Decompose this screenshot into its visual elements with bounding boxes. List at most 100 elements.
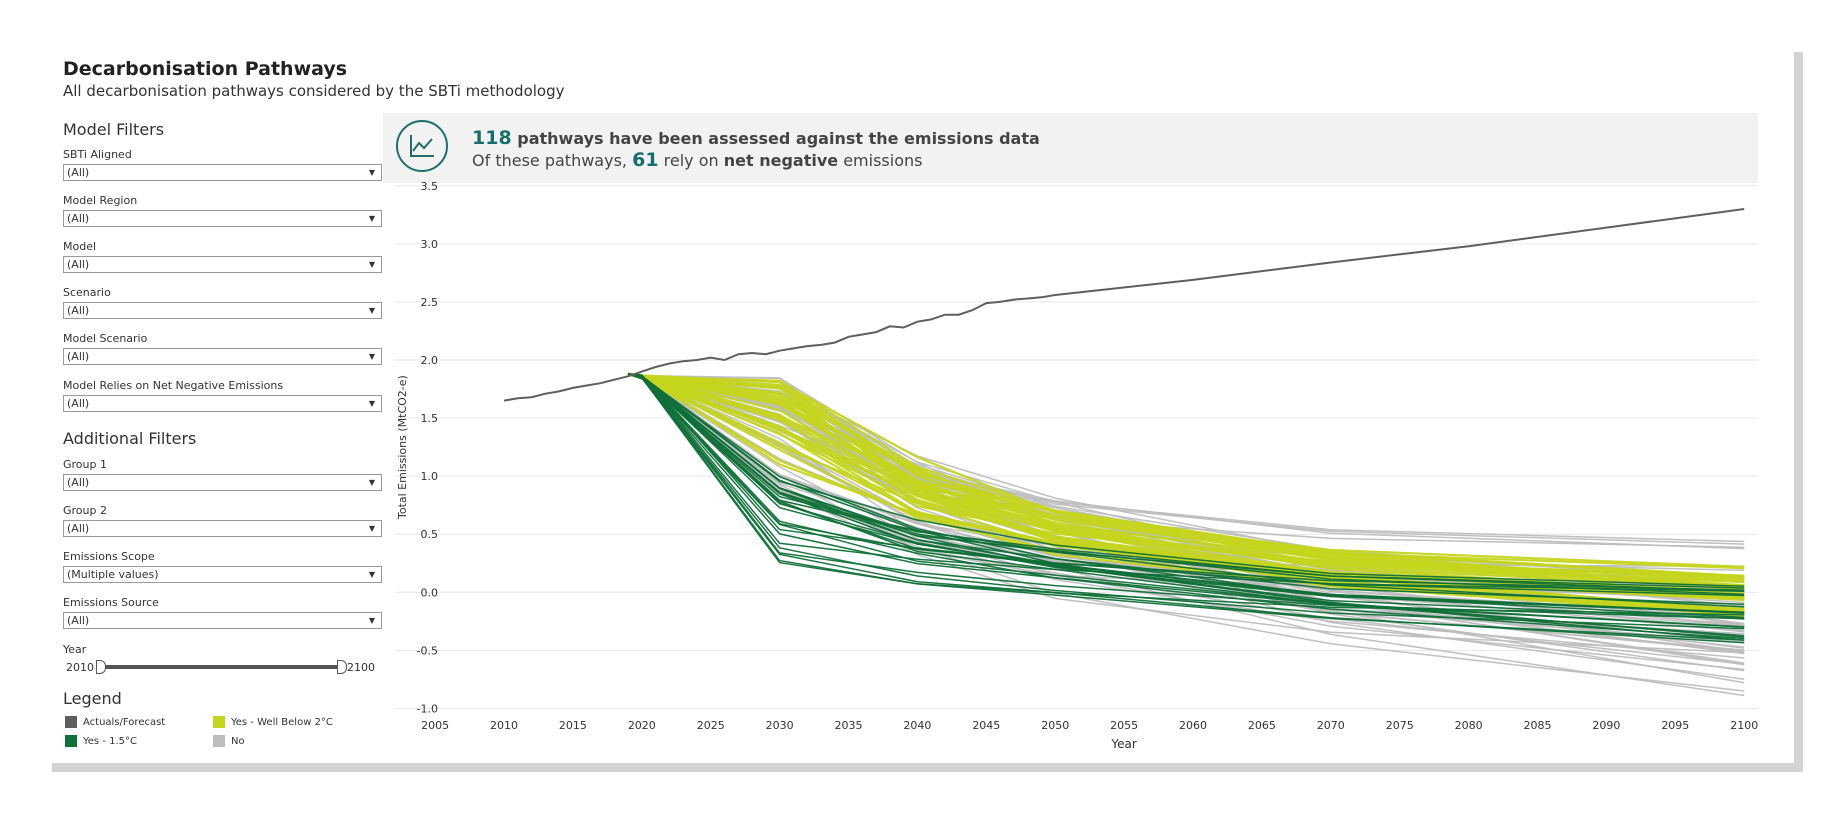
dropdown-arrow-icon: ▼ — [368, 214, 375, 223]
summary-emphasis: net negative — [723, 151, 839, 170]
panel-shadow — [1794, 52, 1803, 772]
x-tick-label: 2015 — [559, 719, 587, 732]
x-tick-label: 2075 — [1386, 719, 1414, 732]
y-tick-label: 2.0 — [421, 354, 439, 367]
filter-label-model-scenario: Model Scenario — [63, 332, 148, 345]
legend-swatch-actuals — [65, 716, 77, 728]
x-tick-label: 2010 — [490, 719, 518, 732]
legend-label-1-5c: Yes - 1.5°C — [83, 736, 137, 747]
group-2-select[interactable]: (All) ▼ — [63, 520, 382, 537]
emissions-scope-select[interactable]: (Multiple values) ▼ — [63, 566, 382, 583]
pathway-line[interactable] — [627, 373, 1745, 591]
select-value: (All) — [67, 522, 90, 535]
y-tick-label: -0.5 — [417, 644, 438, 657]
legend-label-no: No — [231, 736, 245, 747]
x-tick-label: 2035 — [835, 719, 863, 732]
select-value: (All) — [67, 614, 90, 627]
select-value: (All) — [67, 304, 90, 317]
legend-label-actuals: Actuals/Forecast — [83, 717, 166, 728]
y-tick-label: 0.5 — [421, 528, 439, 541]
model-select[interactable]: (All) ▼ — [63, 256, 382, 273]
filter-label-emissions-source: Emissions Source — [63, 596, 159, 609]
dropdown-arrow-icon: ▼ — [368, 399, 375, 408]
year-slider-track[interactable] — [98, 665, 344, 669]
legend-swatch-well-below-2c — [213, 716, 225, 728]
x-tick-label: 2065 — [1248, 719, 1276, 732]
x-tick-label: 2030 — [766, 719, 794, 732]
select-value: (All) — [67, 212, 90, 225]
x-tick-label: 2070 — [1317, 719, 1345, 732]
y-tick-label: 3.0 — [421, 238, 439, 251]
x-tick-label: 2045 — [972, 719, 1000, 732]
filter-label-group-1: Group 1 — [63, 458, 107, 471]
dropdown-arrow-icon: ▼ — [368, 352, 375, 361]
filter-label-sbti-aligned: SBTi Aligned — [63, 148, 132, 161]
x-tick-label: 2020 — [628, 719, 656, 732]
y-tick-label: 3.5 — [421, 180, 439, 193]
legend-label-well-below-2c: Yes - Well Below 2°C — [231, 717, 333, 728]
dropdown-arrow-icon: ▼ — [368, 168, 375, 177]
emissions-line-chart[interactable]: -1.0 -0.5 0.0 0.5 1.0 1.5 2.0 2.5 3.0 3.5 2005 201… — [380, 180, 1760, 760]
net-negative-select[interactable]: (All) ▼ — [63, 395, 382, 412]
summary-line-2: Of these pathways, 61 rely on net negati… — [472, 149, 922, 171]
y-tick-label: -1.0 — [417, 702, 438, 715]
filter-label-model: Model — [63, 240, 97, 253]
summary-text: emissions — [843, 151, 923, 170]
x-tick-label: 2005 — [421, 719, 449, 732]
x-tick-label: 2095 — [1661, 719, 1689, 732]
legend-swatch-no — [213, 735, 225, 747]
actuals-forecast-line[interactable] — [503, 208, 1745, 402]
dropdown-arrow-icon: ▼ — [368, 478, 375, 487]
select-value: (All) — [67, 476, 90, 489]
legend-swatch-1-5c — [65, 735, 77, 747]
filter-label-year: Year — [63, 643, 87, 656]
select-value: (Multiple values) — [67, 568, 159, 581]
y-tick-label: 1.5 — [421, 412, 439, 425]
year-slider-min-handle[interactable] — [96, 660, 106, 674]
select-value: (All) — [67, 258, 90, 271]
select-value: (All) — [67, 397, 90, 410]
model-region-select[interactable]: (All) ▼ — [63, 210, 382, 227]
sbti-aligned-select[interactable]: (All) ▼ — [63, 164, 382, 181]
filter-label-group-2: Group 2 — [63, 504, 107, 517]
x-tick-label: 2085 — [1524, 719, 1552, 732]
emissions-source-select[interactable]: (All) ▼ — [63, 612, 382, 629]
x-tick-label: 2060 — [1179, 719, 1207, 732]
filter-label-emissions-scope: Emissions Scope — [63, 550, 155, 563]
model-filters-heading: Model Filters — [63, 120, 165, 139]
summary-banner — [383, 113, 1758, 183]
summary-text: Of these pathways, — [472, 151, 627, 170]
additional-filters-heading: Additional Filters — [63, 429, 197, 448]
year-slider-max-handle[interactable] — [337, 660, 347, 674]
dropdown-arrow-icon: ▼ — [368, 570, 375, 579]
x-tick-label: 2040 — [903, 719, 931, 732]
summary-text: pathways have been assessed against the … — [517, 129, 1040, 148]
pathway-line[interactable] — [627, 373, 1745, 605]
select-value: (All) — [67, 350, 90, 363]
x-axis-label: Year — [1110, 737, 1136, 751]
x-tick-label: 2055 — [1110, 719, 1138, 732]
scenario-select[interactable]: (All) ▼ — [63, 302, 382, 319]
negative-count: 61 — [632, 149, 659, 171]
model-scenario-select[interactable]: (All) ▼ — [63, 348, 382, 365]
y-tick-label: 0.0 — [421, 586, 439, 599]
group-1-select[interactable]: (All) ▼ — [63, 474, 382, 491]
y-tick-label: 1.0 — [421, 470, 439, 483]
year-min-value: 2010 — [66, 661, 94, 674]
summary-line-1: 118 pathways have been assessed against … — [472, 127, 1040, 149]
x-tick-label: 2050 — [1041, 719, 1069, 732]
x-tick-label: 2080 — [1455, 719, 1483, 732]
dropdown-arrow-icon: ▼ — [368, 616, 375, 625]
pathway-count: 118 — [472, 127, 512, 149]
x-tick-label: 2090 — [1592, 719, 1620, 732]
legend-heading: Legend — [63, 689, 122, 708]
dropdown-arrow-icon: ▼ — [368, 306, 375, 315]
x-tick-label: 2100 — [1730, 719, 1758, 732]
filter-label-model-region: Model Region — [63, 194, 138, 207]
dropdown-arrow-icon: ▼ — [368, 524, 375, 533]
filter-label-scenario: Scenario — [63, 286, 111, 299]
y-axis-label: Total Emissions (MtCO2-e) — [396, 375, 409, 520]
summary-text: rely on — [663, 151, 719, 170]
select-value: (All) — [67, 166, 90, 179]
dropdown-arrow-icon: ▼ — [368, 260, 375, 269]
